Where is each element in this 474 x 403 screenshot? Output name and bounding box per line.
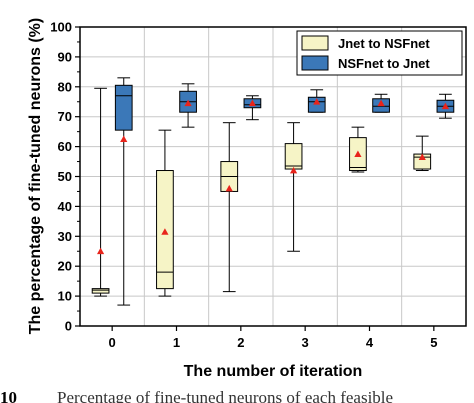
x-tick-label: 3 (302, 335, 309, 350)
mean-marker (225, 184, 233, 192)
legend-label-nsfnet-to-jnet: NSFnet to Jnet (338, 56, 430, 71)
mean-marker (120, 135, 128, 143)
x-tick-label: 5 (430, 335, 437, 350)
x-tick-label: 0 (109, 335, 116, 350)
box (91, 288, 110, 294)
legend-label-jnet-to-nsfnet: Jnet to NSFnet (338, 36, 430, 51)
box-plot (220, 122, 239, 293)
axes: 0 10 20 30 40 50 60 70 80 90 100 0 1 2 3 4 5 (50, 20, 437, 351)
x-tick-label: 4 (366, 335, 374, 350)
box-plot (243, 95, 262, 121)
box-plot (436, 93, 455, 119)
mean-marker (418, 153, 426, 160)
y-tick-label: 0 (65, 319, 72, 334)
mean-marker (313, 98, 321, 105)
x-tick-label: 1 (173, 335, 180, 350)
y-tick-label: 20 (58, 259, 72, 274)
caption-text: Percentage of fine-tuned neurons of each… (57, 388, 393, 403)
y-tick-label: 100 (50, 20, 72, 35)
figure-caption: 10 Percentage of fine-tuned neurons of e… (0, 388, 393, 403)
boxes (91, 77, 455, 306)
box-plot (372, 93, 390, 113)
mean-marker (96, 247, 105, 255)
box (284, 143, 303, 170)
box-plot (284, 122, 303, 252)
box-plot (91, 87, 110, 297)
y-tick-label: 70 (58, 109, 72, 124)
mean-marker (184, 99, 192, 107)
box-plot (413, 135, 432, 172)
mean-marker (354, 150, 362, 157)
legend: Jnet to NSFnet NSFnet to Jnet (296, 30, 463, 76)
mean-marker (289, 166, 298, 174)
box-plot (156, 129, 174, 297)
y-tick-label: 90 (58, 49, 72, 64)
box (307, 96, 326, 113)
box-plot (349, 126, 367, 173)
caption-number: 10 (0, 388, 17, 403)
y-tick-label: 80 (58, 79, 72, 94)
y-tick-label: 50 (58, 169, 72, 184)
y-tick-label: 40 (58, 199, 72, 214)
box (114, 84, 133, 131)
box-plot (179, 83, 197, 128)
y-tick-label: 60 (58, 139, 72, 154)
y-tick-label: 10 (58, 289, 72, 304)
mean-marker (377, 99, 385, 107)
legend-swatch-nsfnet-to-jnet (301, 55, 329, 71)
y-tick-label: 30 (58, 229, 72, 244)
box-plot (307, 89, 326, 113)
mean-marker (161, 228, 169, 235)
x-axis-title: The number of iteration (184, 363, 363, 380)
mean-marker (248, 99, 257, 107)
grid (80, 27, 466, 326)
box-plot (114, 77, 133, 306)
mean-marker (441, 102, 450, 110)
x-tick-label: 2 (237, 335, 244, 350)
y-axis-title: The percentage of fine-tuned neurons (%) (27, 18, 44, 334)
legend-swatch-jnet-to-nsfnet (301, 35, 329, 51)
